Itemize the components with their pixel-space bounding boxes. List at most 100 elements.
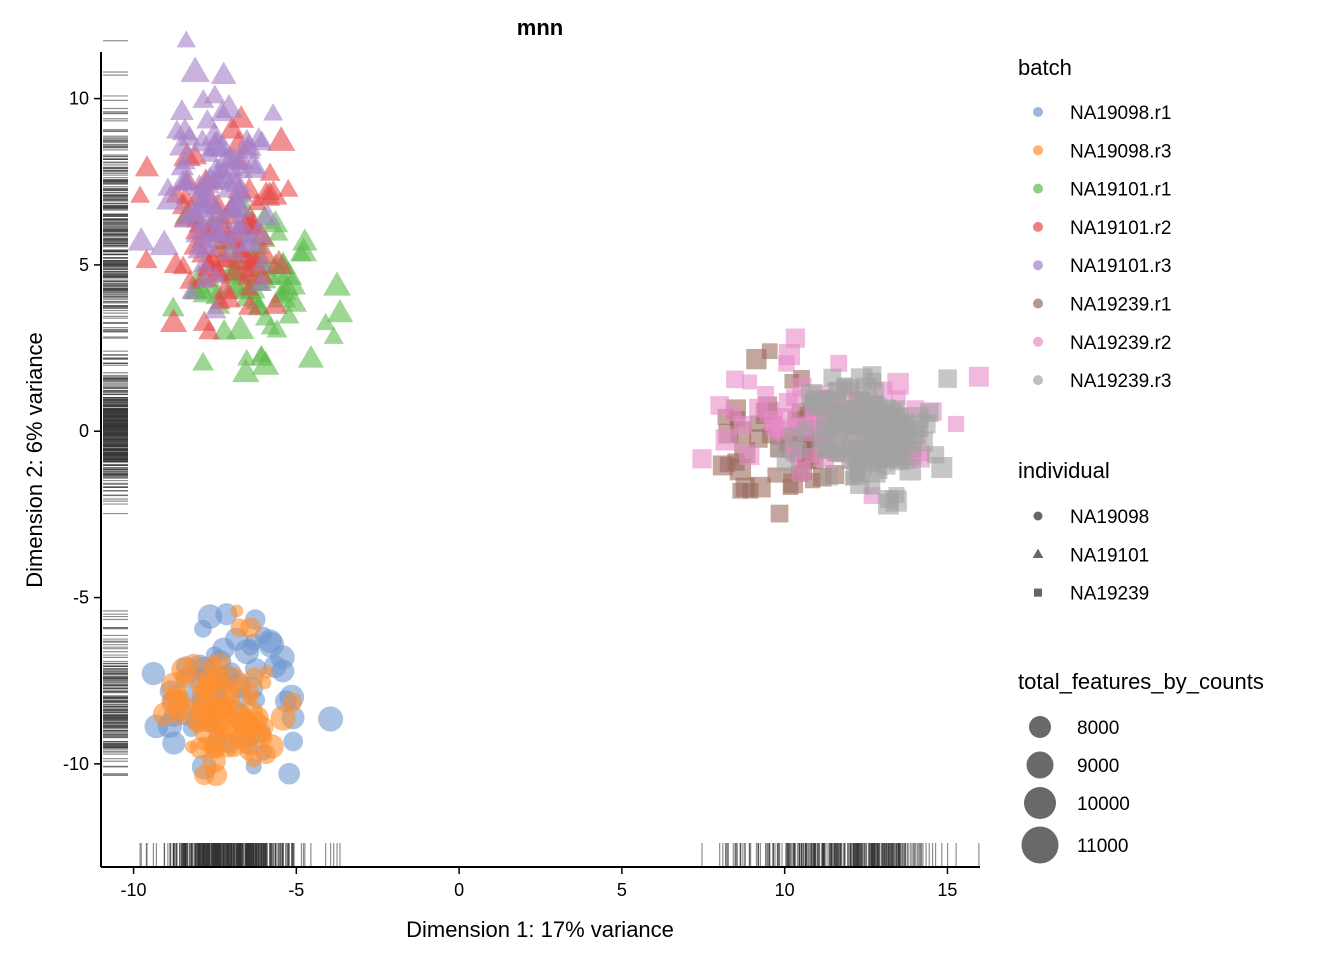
legend-title-individual: individual xyxy=(1018,458,1110,483)
data-point xyxy=(830,354,848,372)
data-point xyxy=(850,474,870,494)
data-point xyxy=(263,103,284,121)
data-point xyxy=(270,705,296,731)
data-point xyxy=(841,379,860,398)
data-point xyxy=(171,117,198,141)
data-point xyxy=(203,84,226,104)
legend-label: 11000 xyxy=(1077,836,1128,857)
legend-swatch xyxy=(1033,183,1043,194)
legend-label: NA19101 xyxy=(1070,545,1149,566)
data-point xyxy=(742,374,758,390)
data-point xyxy=(278,178,299,197)
legend-swatch xyxy=(1033,145,1043,156)
data-point xyxy=(134,155,160,177)
legend-shape-square xyxy=(1033,588,1043,597)
legend-batch-entries: NA19098.r1 NA19098.r3 NA19101.r1 NA19101.r2… xyxy=(1033,103,1171,392)
legend-swatch xyxy=(1033,107,1043,117)
legend-title-batch: batch xyxy=(1018,55,1072,80)
data-point xyxy=(234,639,260,665)
points-layer xyxy=(127,30,989,787)
data-point xyxy=(326,299,354,323)
data-point xyxy=(171,701,191,720)
data-point xyxy=(797,420,814,437)
data-point xyxy=(785,328,805,348)
x-axis-label: Dimension 1: 17% variance xyxy=(406,917,674,942)
data-point xyxy=(236,734,256,754)
data-point xyxy=(948,415,965,433)
legend-swatch xyxy=(1033,336,1043,347)
legend-label: NA19239 xyxy=(1070,584,1149,605)
data-point xyxy=(238,293,263,315)
data-point xyxy=(877,399,896,418)
data-point xyxy=(757,385,775,403)
data-point xyxy=(210,61,237,84)
data-point xyxy=(252,253,273,271)
legend-label: NA19101.r3 xyxy=(1070,256,1171,277)
data-point xyxy=(215,93,243,119)
data-point xyxy=(749,429,768,448)
data-point xyxy=(161,296,185,317)
y-tick-label: -5 xyxy=(73,588,89,608)
data-point xyxy=(249,345,273,366)
data-point xyxy=(283,731,304,752)
data-point xyxy=(851,453,867,470)
data-point xyxy=(226,314,255,340)
data-point xyxy=(776,452,796,471)
data-point xyxy=(860,410,880,430)
data-point xyxy=(266,126,296,151)
data-point xyxy=(203,298,227,319)
data-point xyxy=(244,667,264,687)
data-point xyxy=(255,744,276,765)
legend-label: NA19239.r1 xyxy=(1070,295,1171,316)
data-point xyxy=(791,461,812,482)
data-point xyxy=(170,169,195,191)
data-point xyxy=(159,308,188,333)
x-axis-ticks: -10 -5 0 5 10 15 xyxy=(121,867,957,900)
data-point xyxy=(801,384,823,406)
data-point xyxy=(170,154,195,176)
data-point xyxy=(252,130,272,148)
x-tick-label: 15 xyxy=(937,880,957,900)
data-point xyxy=(230,604,244,618)
data-point xyxy=(157,177,179,196)
data-point xyxy=(207,667,229,689)
data-point xyxy=(130,185,151,203)
data-point xyxy=(169,99,194,120)
data-point xyxy=(761,343,778,360)
data-point xyxy=(323,326,344,344)
data-point xyxy=(185,740,198,754)
data-point xyxy=(263,292,288,314)
data-point xyxy=(254,306,277,326)
data-point xyxy=(194,764,215,786)
y-tick-label: 0 xyxy=(79,421,89,441)
data-point xyxy=(194,619,212,638)
data-point xyxy=(238,253,266,278)
legend-swatch xyxy=(1033,260,1043,271)
data-point xyxy=(919,403,939,422)
data-point xyxy=(194,205,222,229)
data-point xyxy=(278,305,300,324)
legend-shape-circle xyxy=(1033,511,1043,521)
data-point xyxy=(162,731,186,755)
legend-size-circle xyxy=(1021,826,1059,864)
data-point xyxy=(292,228,318,251)
data-point xyxy=(278,762,301,785)
data-point xyxy=(194,270,215,289)
data-point xyxy=(163,251,189,273)
legend-label: NA19239.r2 xyxy=(1070,333,1171,354)
legend-label: NA19101.r1 xyxy=(1070,180,1171,201)
data-point xyxy=(887,372,909,395)
data-point xyxy=(862,396,881,415)
data-point xyxy=(759,402,780,423)
x-tick-label: 0 xyxy=(454,880,464,900)
data-point xyxy=(260,317,281,335)
data-point xyxy=(891,428,913,450)
data-point xyxy=(192,351,214,371)
data-point xyxy=(218,236,246,261)
legend-label: NA19098.r1 xyxy=(1070,103,1171,124)
data-point xyxy=(224,219,251,243)
data-point xyxy=(239,278,259,296)
data-point xyxy=(861,451,882,472)
data-point xyxy=(710,396,729,415)
